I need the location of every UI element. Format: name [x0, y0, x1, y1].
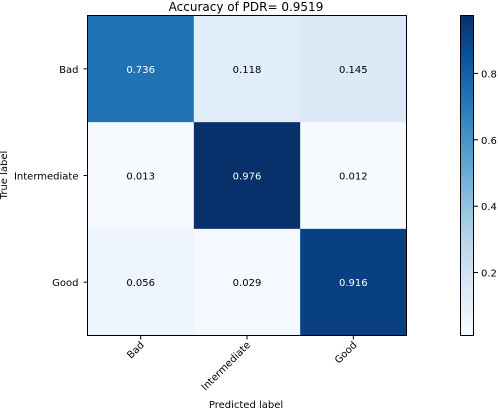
y-tick-label: Intermediate — [14, 172, 79, 183]
x-tick-label: Intermediate — [200, 340, 253, 393]
x-axis-label: Predicted label — [209, 400, 283, 410]
heatmap-cell — [87, 228, 195, 336]
y-axis-label: True label — [0, 151, 10, 201]
x-axis-ticks: Bad Intermediate Good — [125, 335, 359, 393]
x-tick-label: Good — [333, 340, 359, 366]
colorbar-tick-label: 0.4 — [481, 202, 497, 213]
chart-title: Accuracy of PDR= 0.9519 — [169, 0, 324, 14]
heatmap-cell — [193, 122, 301, 230]
heatmap-cell — [87, 122, 195, 230]
cell-value-label: 0.916 — [339, 278, 368, 289]
cell-value-label: 0.056 — [126, 278, 155, 289]
cell-value-label: 0.013 — [126, 172, 155, 183]
heatmap-cell — [87, 15, 195, 123]
y-tick-label: Bad — [59, 65, 78, 76]
colorbar-frame — [460, 15, 474, 336]
cell-value-label: 0.012 — [339, 172, 368, 183]
heatmap-cell — [300, 228, 407, 336]
x-tick-label: Bad — [125, 340, 146, 361]
cell-value-label: 0.736 — [126, 65, 155, 76]
y-axis-ticks: Bad Intermediate Good — [14, 65, 88, 289]
y-tick-label: Good — [52, 278, 78, 289]
heatmap-cell — [300, 122, 407, 230]
colorbar-tick-label: 0.8 — [481, 69, 497, 80]
colorbar — [460, 15, 474, 335]
cell-value-label: 0.145 — [339, 65, 368, 76]
colorbar-tick-label: 0.2 — [481, 269, 497, 280]
heatmap-cell — [193, 15, 301, 123]
heatmap-cell — [300, 15, 407, 123]
cell-value-label: 0.976 — [233, 172, 262, 183]
cell-value-labels: 0.736 0.118 0.145 0.013 0.976 0.012 0.056 0.029… — [126, 65, 367, 289]
cell-value-label: 0.118 — [233, 65, 262, 76]
cell-value-label: 0.029 — [233, 278, 262, 289]
heatmap-cells — [87, 15, 407, 336]
heatmap-cell — [193, 228, 301, 336]
colorbar-ticks: 0.2 0.4 0.6 0.8 — [474, 69, 497, 280]
colorbar-tick-label: 0.6 — [481, 136, 497, 147]
